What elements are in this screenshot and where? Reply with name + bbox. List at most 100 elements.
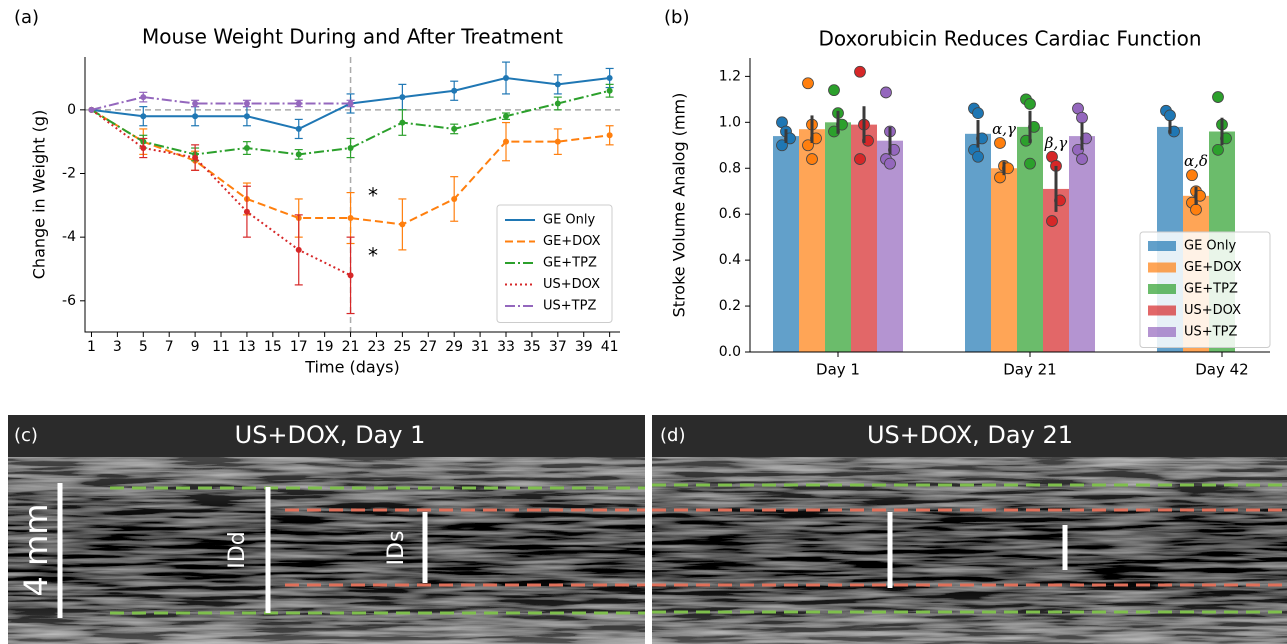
data-point [192,113,199,120]
panel-label: (c) [14,425,38,446]
data-point [972,107,984,120]
legend-label: GE+DOX [543,234,601,249]
significance-label: β,γ [1044,134,1067,152]
axis-spine [84,57,620,333]
x-tick-label: 15 [264,339,282,355]
data-point [554,100,561,107]
x-tick-label: 19 [316,339,334,355]
data-point [503,113,510,120]
x-tick-label: 9 [191,339,200,355]
data-point [503,75,510,82]
data-point [451,195,458,202]
x-tick-label: 23 [368,339,386,355]
x-tick-label: 35 [523,339,541,355]
significance-label: α,γ [992,120,1016,138]
data-point [347,145,354,152]
y-tick-label: 0.4 [719,252,741,268]
bar [965,133,991,352]
legend-label: US+DOX [543,277,600,292]
legend-swatch [1148,327,1176,337]
legend-swatch [1148,284,1176,294]
legend-label: GE+TPZ [1184,282,1238,297]
x-axis-label: Time (days) [304,358,400,377]
data-point [606,132,613,139]
scale-label: 4 mm [17,504,55,597]
series-line [91,96,351,111]
y-tick-label: 0.8 [719,160,741,176]
x-tick-label: 25 [393,339,411,355]
data-point [1076,153,1088,165]
data-point [140,145,147,152]
y-tick-label: -2 [62,165,76,181]
y-tick-label: 0.0 [719,344,741,360]
panel-label: (b) [664,7,689,28]
measure-label: IDs [384,531,409,566]
data-point [451,87,458,94]
data-point [828,84,840,97]
data-point [1046,215,1058,227]
data-point [554,81,561,88]
y-tick-label: 1.0 [719,114,741,130]
bar [877,140,903,352]
data-point [192,100,199,107]
data-point [295,151,302,158]
significance-mark: * [368,244,378,268]
data-point [606,87,613,94]
data-point [854,65,866,78]
tissue-shading [8,457,645,644]
legend-label: GE Only [1184,239,1237,254]
legend-box [1139,231,1271,348]
chart-title: Doxorubicin Reduces Cardiac Function [819,27,1202,51]
legend-label: GE+DOX [1184,260,1242,275]
y-tick-label: 1.2 [719,68,741,84]
ultrasound-panel: (c) US+DOX, Day 1 4 mm IDd IDs [8,415,645,644]
measure-label: IDd [225,531,250,568]
data-point [606,75,613,82]
data-point [1186,169,1198,182]
data-point [399,94,406,101]
data-point [994,137,1006,149]
x-tick-label: 3 [113,339,122,355]
y-tick-label: -6 [62,293,76,309]
data-point [399,119,406,126]
x-tick-label: 39 [575,339,593,355]
y-tick-label: 0 [67,102,76,118]
data-point [1212,91,1224,103]
data-point [1164,109,1176,122]
legend-swatch [1148,262,1176,273]
data-point [243,100,250,107]
legend-label: GE+TPZ [543,256,597,271]
x-tick-label: 1 [87,339,96,355]
y-axis-label: Stroke Volume Analog (mm) [670,93,689,318]
data-point [295,246,302,253]
data-point [806,153,818,165]
chart-title: Mouse Weight During and After Treatment [142,25,563,49]
panel-label: (d) [660,425,685,446]
data-point [88,106,95,113]
x-tick-label: Day 1 [816,361,860,379]
data-point [880,86,892,99]
data-point [295,100,302,107]
panel-label: (a) [14,7,39,28]
series-line [90,109,351,277]
x-tick-label: 21 [342,339,360,355]
data-point [140,94,147,101]
x-tick-label: 29 [445,339,463,355]
data-point [1024,157,1036,170]
axis-spine [749,58,1270,353]
data-point [347,100,354,107]
bar [991,168,1017,352]
data-point [192,154,199,161]
x-tick-label: 11 [212,339,230,355]
image-title-bar [652,415,1287,457]
x-tick-label: 33 [497,339,515,355]
data-point [399,221,406,228]
bar [1043,188,1069,352]
significance-label: α,δ [1184,152,1208,170]
data-point [503,138,510,145]
x-tick-label: Day 21 [1003,361,1056,379]
x-tick-label: 5 [139,339,148,355]
data-point [243,208,250,215]
ultrasound-panel: (d) US+DOX, Day 21 [652,415,1287,644]
legend-swatch [1148,241,1176,251]
